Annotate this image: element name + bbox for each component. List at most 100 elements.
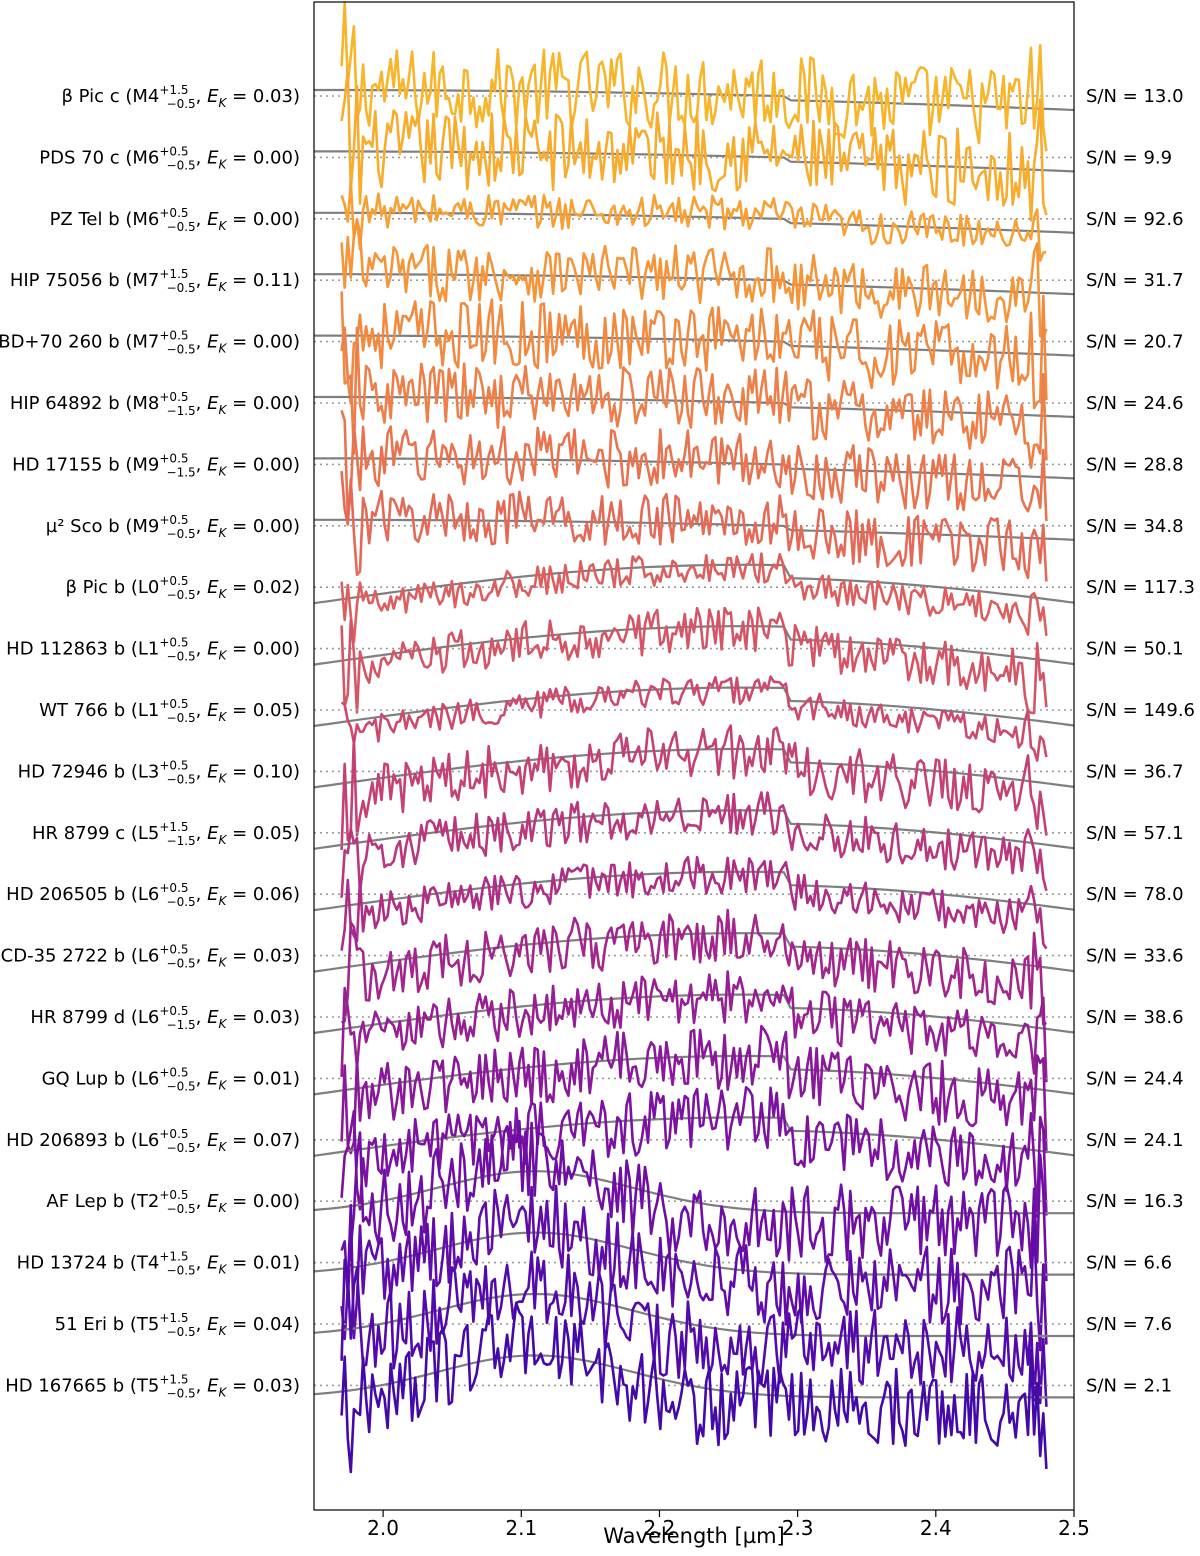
object-label: HD 72946 b (L3+0.5 −0.5, EK = 0.10) [18, 758, 300, 786]
spt-lower-error: −1.5 [167, 1018, 196, 1032]
object-label: GQ Lup b (L6+0.5 −0.5, EK = 0.01) [42, 1065, 300, 1093]
observed-spectrum-line [340, 69, 1048, 222]
sn-label: S/N = 57.1 [1086, 823, 1184, 844]
sn-label: S/N = 7.6 [1086, 1314, 1172, 1335]
x-axis-label: Wavelength [µm] [603, 1524, 784, 1548]
extinction-value: , [196, 884, 207, 905]
model-spectrum-line [314, 211, 1075, 234]
spt-lower-error: −0.5 [167, 711, 196, 725]
sn-label: S/N = 20.7 [1086, 332, 1184, 353]
sn-label: S/N = 24.1 [1086, 1130, 1184, 1151]
extinction-value: , [196, 516, 207, 537]
spectrum-row: β Pic c (M4+1.5 −0.5, EK = 0.03) S/N = 13.… [61, 1, 1184, 152]
spectrum-row: BD+70 260 b (M7+0.5 −0.5, EK = 0.00) S/N =… [0, 291, 1184, 410]
extinction-value: , [196, 1314, 207, 1335]
spt-upper-error: +0.5 [159, 390, 188, 404]
spectrum-row: HD 72946 b (L3+0.5 −0.5, EK = 0.10) S/N = … [18, 724, 1184, 850]
spt-lower-error: −1.5 [167, 465, 196, 479]
observed-spectrum-line [340, 1302, 1048, 1474]
observed-spectrum-line [340, 410, 1048, 522]
spectrum-row: HD 17155 b (M9+0.5 −1.5, EK = 0.00) S/N = … [12, 410, 1184, 522]
spt-upper-error: +1.5 [159, 1311, 188, 1325]
extinction-value: , [196, 761, 207, 782]
spt-lower-error: −0.5 [167, 772, 196, 786]
sn-label: S/N = 33.6 [1086, 946, 1184, 967]
spectrum-row: HD 206505 b (L6+0.5 −0.5, EK = 0.06) S/N =… [6, 855, 1184, 951]
object-name: WT 766 b (L1 [39, 700, 159, 721]
spt-upper-error: +1.5 [159, 83, 188, 97]
observed-spectrum-line [340, 1250, 1048, 1407]
object-name: HD 206505 b (L6 [6, 884, 159, 905]
sn-label: S/N = 50.1 [1086, 639, 1184, 660]
observed-spectrum-line [340, 552, 1048, 644]
x-tick-label: 2.4 [920, 1516, 952, 1540]
sn-label: S/N = 28.8 [1086, 454, 1184, 475]
spt-upper-error: +0.5 [159, 513, 188, 527]
object-label: HD 167665 b (T5+1.5 −0.5, EK = 0.03) [5, 1372, 300, 1400]
extinction-value: , [196, 393, 207, 414]
spt-lower-error: −0.5 [167, 957, 196, 971]
object-label: HD 112863 b (L1+0.5 −0.5, EK = 0.00) [6, 636, 300, 664]
object-name: 51 Eri b (T5 [55, 1314, 160, 1335]
extinction-value: , [196, 86, 207, 107]
spectrum-row: HD 112863 b (L1+0.5 −0.5, EK = 0.00) S/N =… [6, 606, 1184, 715]
object-name: HD 206893 b (L6 [6, 1130, 159, 1151]
spt-upper-error: +0.5 [159, 1004, 188, 1018]
spt-upper-error: +0.5 [159, 574, 188, 588]
object-label: CD-35 2722 b (L6+0.5 −0.5, EK = 0.03) [1, 943, 300, 971]
spt-upper-error: +0.5 [159, 329, 188, 343]
spectrum-row: HD 13724 b (T4+1.5 −0.5, EK = 0.01) S/N = … [17, 1184, 1172, 1352]
observed-spectrum-line [340, 791, 1048, 898]
spectrum-row: HR 8799 d (L6+0.5 −1.5, EK = 0.03) S/N = 3… [30, 970, 1184, 1083]
plot-frame [313, 1, 1075, 1511]
x-tick-label: 2.1 [505, 1516, 537, 1540]
sn-label: S/N = 13.0 [1086, 86, 1184, 107]
object-label: HD 206893 b (L6+0.5 −0.5, EK = 0.07) [6, 1127, 300, 1155]
extinction-value: , [196, 700, 207, 721]
object-label: HIP 64892 b (M8+0.5 −1.5, EK = 0.00) [10, 390, 300, 418]
object-label: PZ Tel b (M6+0.5 −0.5, EK = 0.00) [50, 206, 300, 234]
object-label: AF Lep b (T2+0.5 −0.5, EK = 0.00) [46, 1188, 300, 1216]
object-label: µ² Sco b (M9+0.5 −0.5, EK = 0.00) [46, 513, 300, 541]
spt-lower-error: −1.5 [167, 834, 196, 848]
spt-lower-error: −0.5 [167, 588, 196, 602]
sn-label: S/N = 6.6 [1086, 1253, 1172, 1274]
observed-spectrum-line [340, 1086, 1048, 1218]
spt-upper-error: +1.5 [159, 1250, 188, 1264]
extinction-value: , [196, 209, 207, 230]
observed-spectrum-line [340, 1184, 1048, 1352]
sn-label: S/N = 38.6 [1086, 1007, 1184, 1028]
spectrum-row: β Pic b (L0+0.5 −0.5, EK = 0.02) S/N = 117… [65, 552, 1195, 644]
spt-lower-error: −0.5 [167, 527, 196, 541]
object-name: PDS 70 c (M6 [39, 147, 159, 168]
extinction-value: , [196, 1130, 207, 1151]
object-name: HIP 64892 b (M8 [10, 393, 160, 414]
spectrum-row: HR 8799 c (L5+1.5 −1.5, EK = 0.05) S/N = 5… [32, 791, 1184, 898]
object-name: HD 112863 b (L1 [6, 639, 159, 660]
spt-lower-error: −0.5 [167, 1202, 196, 1216]
object-name: HR 8799 c (L5 [32, 823, 159, 844]
object-label: HD 17155 b (M9+0.5 −1.5, EK = 0.00) [12, 451, 300, 479]
object-label: β Pic b (L0+0.5 −0.5, EK = 0.02) [65, 574, 300, 602]
sn-label: S/N = 24.6 [1086, 393, 1184, 414]
extinction-value: , [196, 1191, 207, 1212]
object-name: PZ Tel b (M6 [50, 209, 160, 230]
x-tick-label: 2.0 [367, 1516, 399, 1540]
object-name: BD+70 260 b (M7 [0, 332, 159, 353]
observed-spectrum-line [340, 606, 1048, 715]
extinction-value: , [196, 1253, 207, 1274]
extinction-value: , [196, 1375, 207, 1396]
observed-spectrum-line [340, 1024, 1048, 1155]
observed-spectrum-line [340, 724, 1048, 850]
spectrum-row: µ² Sco b (M9+0.5 −0.5, EK = 0.00) S/N = 34… [46, 470, 1184, 582]
object-label: HD 206505 b (L6+0.5 −0.5, EK = 0.06) [6, 881, 300, 909]
object-name: µ² Sco b (M9 [46, 516, 160, 537]
object-name: β Pic c (M4 [61, 86, 159, 107]
spt-upper-error: +0.5 [159, 697, 188, 711]
extinction-value: , [196, 454, 207, 475]
spectrum-row: HD 167665 b (T5+1.5 −0.5, EK = 0.03) S/N =… [5, 1302, 1172, 1474]
observed-spectrum-line [340, 181, 1047, 262]
spt-upper-error: +1.5 [159, 267, 188, 281]
spt-lower-error: −0.5 [167, 650, 196, 664]
model-spectrum-line [313, 870, 1075, 912]
